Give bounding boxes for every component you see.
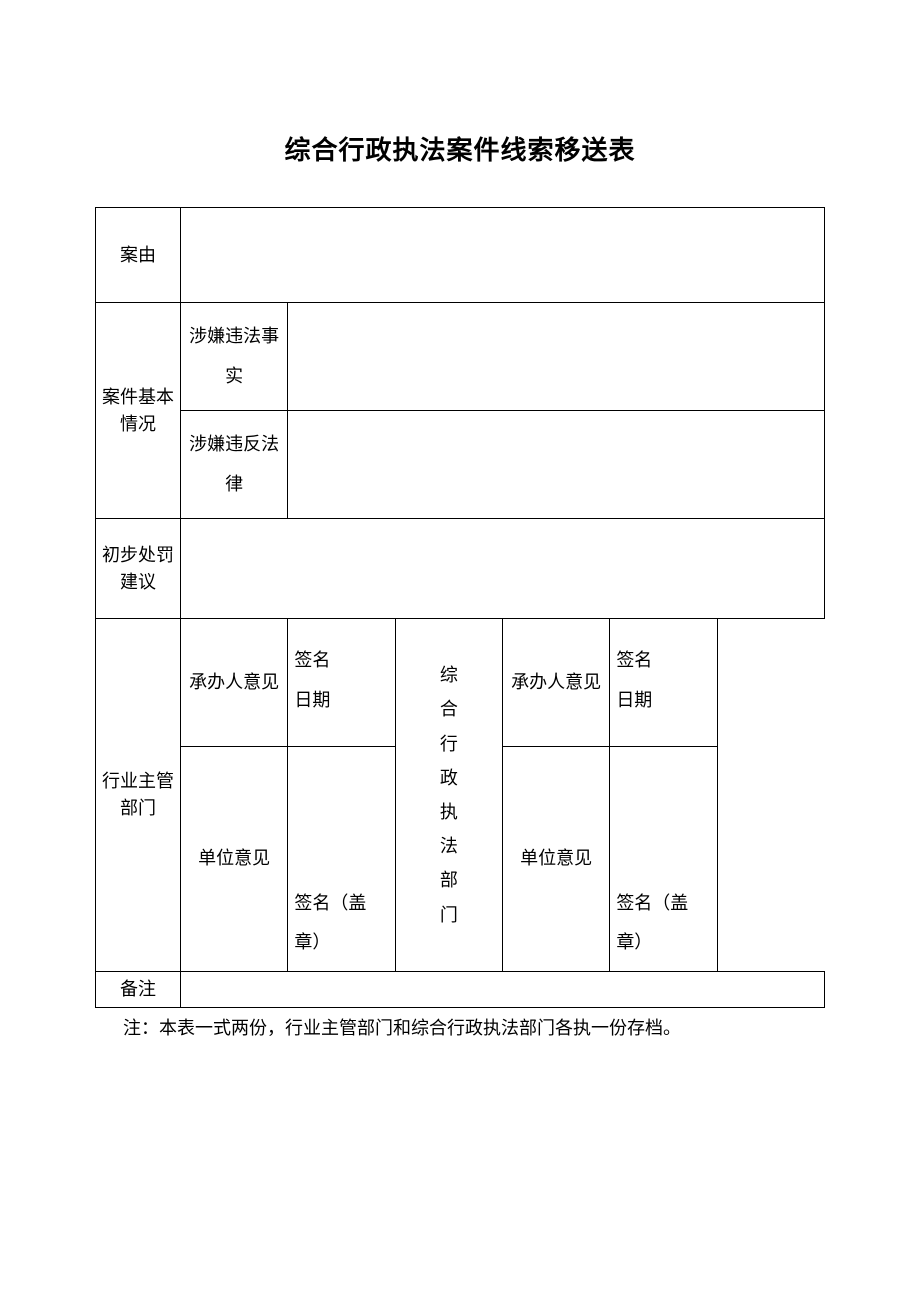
field-alleged-fact — [288, 303, 825, 411]
label-alleged-fact: 涉嫌违法事实 — [181, 303, 288, 411]
footnote-text: 注：本表一式两份，行业主管部门和综合行政执法部门各执一份存档。 — [95, 1014, 825, 1043]
label-unit-opinion-right: 单位意见 — [502, 747, 609, 972]
field-unit-opinion-right: 签名（盖章） — [610, 747, 717, 972]
sig-seal-label-left: 签名（盖章） — [294, 884, 388, 963]
label-penalty-suggest: 初步处罚建议 — [96, 519, 181, 619]
field-unit-opinion-left: 签名（盖章） — [288, 747, 395, 972]
label-case-reason: 案由 — [96, 208, 181, 303]
label-industry-dept: 行业主管部门 — [96, 619, 181, 972]
label-handler-opinion-left: 承办人意见 — [181, 619, 288, 747]
form-title: 综合行政执法案件线索移送表 — [95, 130, 825, 167]
sig-label-right-1: 签名 — [616, 641, 710, 681]
field-remark — [181, 972, 825, 1008]
sig-label-left-1: 签名 — [294, 641, 388, 681]
field-penalty-suggest — [181, 519, 825, 619]
sig-seal-label-right: 签名（盖章） — [616, 884, 710, 963]
enforcement-dept-text: 综合行政执法部门 — [400, 658, 498, 932]
date-label-left-1: 日期 — [294, 681, 388, 721]
field-case-reason — [181, 208, 825, 303]
field-alleged-law — [288, 411, 825, 519]
label-remark: 备注 — [96, 972, 181, 1008]
transfer-form-table: 案由 案件基本情况 涉嫌违法事实 涉嫌违反法律 初步处罚建议 行业主管部门 承办… — [95, 207, 825, 1008]
field-handler-opinion-left: 签名 日期 — [288, 619, 395, 747]
date-label-right-1: 日期 — [616, 681, 710, 721]
label-case-basic: 案件基本情况 — [96, 303, 181, 519]
label-handler-opinion-right: 承办人意见 — [502, 619, 609, 747]
label-enforcement-dept: 综合行政执法部门 — [395, 619, 502, 972]
label-alleged-law: 涉嫌违反法律 — [181, 411, 288, 519]
field-handler-opinion-right: 签名 日期 — [610, 619, 717, 747]
label-unit-opinion-left: 单位意见 — [181, 747, 288, 972]
